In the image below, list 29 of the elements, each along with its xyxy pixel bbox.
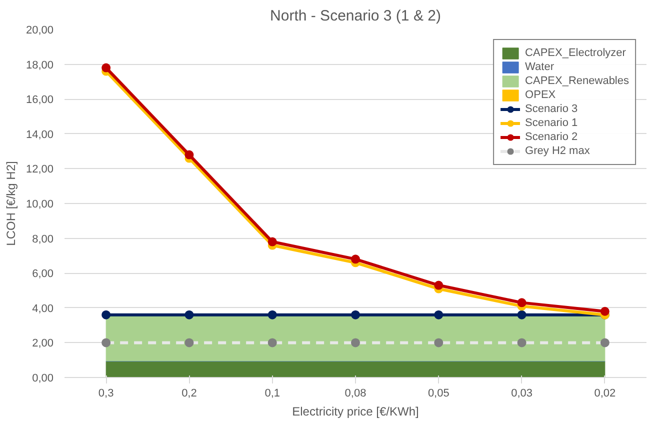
x-tick-label: 0,05: [428, 388, 450, 400]
legend-label: CAPEX_Renewables: [525, 74, 629, 88]
y-tick-label: 20,00: [26, 24, 54, 36]
y-tick-label: 12,00: [26, 164, 54, 176]
y-axis-title: LCOH [€/kg H2]: [4, 161, 18, 246]
y-tick-label: 0,00: [32, 372, 54, 384]
legend-label: OPEX: [525, 88, 556, 102]
legend-label: Scenario 1: [525, 116, 578, 130]
x-axis-title: Electricity price [€/KWh]: [292, 404, 419, 418]
legend-label: Scenario 3: [525, 102, 578, 116]
legend-label: CAPEX_Electrolyzer: [525, 46, 626, 60]
y-tick-label: 6,00: [32, 268, 54, 280]
y-tick-label: 18,00: [26, 59, 54, 72]
legend-label: Scenario 2: [525, 130, 578, 144]
y-tick-label: 10,00: [26, 198, 54, 210]
x-tick-label: 0,1: [264, 388, 280, 400]
x-tick-label: 0,08: [344, 388, 366, 400]
x-tick-label: 0,2: [182, 388, 197, 400]
x-tick-label: 0,02: [594, 388, 616, 400]
y-tick-label: 2,00: [32, 338, 54, 350]
y-tick-label: 8,00: [32, 233, 54, 246]
y-tick-label: 14,00: [26, 128, 54, 141]
x-tick-label: 0,03: [511, 388, 533, 400]
y-tick-label: 16,00: [26, 94, 54, 106]
chart-title: North - Scenario 3 (1 & 2): [270, 8, 441, 24]
legend-label: Grey H2 max: [525, 144, 590, 158]
y-tick-label: 4,00: [32, 302, 54, 315]
x-tick-label: 0,3: [98, 388, 114, 400]
legend-label: Water: [525, 60, 554, 74]
